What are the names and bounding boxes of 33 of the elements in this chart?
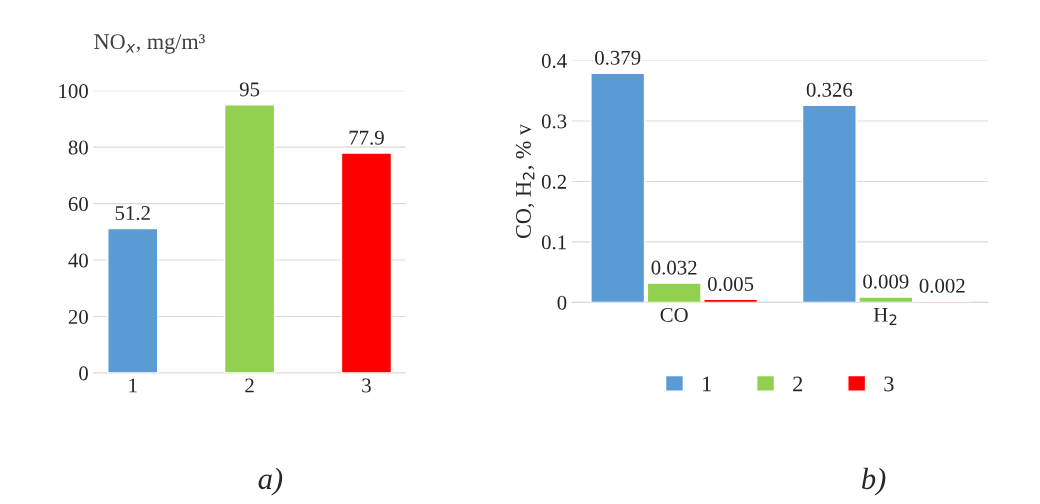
y-tick-label: 80 <box>68 140 88 155</box>
data-label: 0.379 <box>595 50 641 65</box>
y-axis-title: CO, H$_{2}$, % v <box>515 123 535 239</box>
x-tick-label: 2 <box>245 378 254 393</box>
data-label: 0.005 <box>707 276 754 292</box>
data-label: 0.009 <box>863 274 909 289</box>
y-tick-label: 40 <box>68 253 88 268</box>
bar <box>223 104 276 373</box>
bar <box>107 227 159 373</box>
y-tick-label: 20 <box>68 309 88 324</box>
text: b) <box>862 467 886 496</box>
data-label: 0.032 <box>651 260 697 275</box>
y-tick-label: 0.4 <box>541 53 567 68</box>
y-tick-label: 0.3 <box>541 114 567 129</box>
chart-title: NO$_{x}$, mg/m³ <box>94 34 205 54</box>
y-tick-label: 60 <box>68 196 88 212</box>
data-label: 51.2 <box>115 206 150 221</box>
bar <box>340 152 393 373</box>
data-label: 0.002 <box>919 278 965 293</box>
y-tick-label: 0.1 <box>541 235 566 250</box>
bar <box>590 72 646 303</box>
x-tick-label: 3 <box>362 378 371 393</box>
y-tick-label: 0 <box>79 366 88 381</box>
x-tick-label: H$_{2}$ <box>873 307 897 326</box>
x-tick-label: CO <box>660 307 688 322</box>
y-tick-label: 0.2 <box>541 174 566 189</box>
text: a) <box>258 467 283 496</box>
y-tick-label: 100 <box>59 84 88 99</box>
x-tick-label: 1 <box>129 378 137 393</box>
data-label: 95 <box>239 82 260 97</box>
data-label: 0.326 <box>806 82 853 97</box>
data-label: 77.9 <box>349 130 384 145</box>
y-tick-label: 0 <box>557 295 567 310</box>
